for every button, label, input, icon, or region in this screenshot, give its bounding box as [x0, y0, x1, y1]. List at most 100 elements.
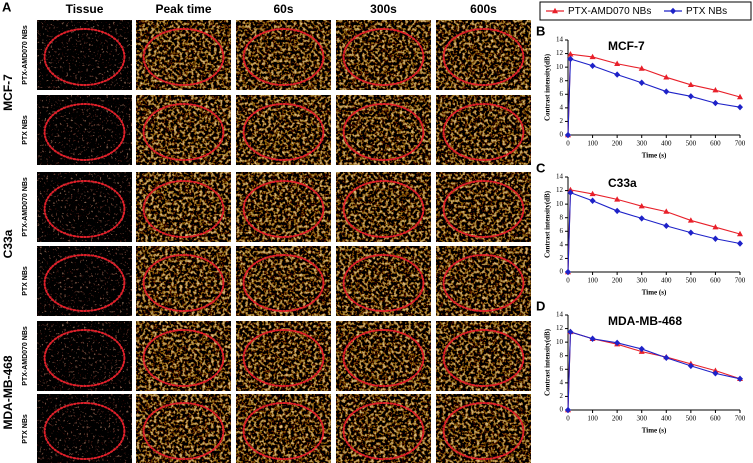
ultrasound-texture	[236, 20, 331, 90]
marker	[638, 79, 645, 86]
roi-outline	[142, 329, 225, 387]
roi-outline	[142, 254, 225, 312]
roi-outline	[242, 180, 325, 238]
roi-outline	[342, 402, 425, 460]
roi-outline	[442, 402, 525, 460]
roi-outline	[242, 329, 325, 387]
x-tick-label: 700	[735, 277, 746, 285]
marker	[663, 74, 670, 80]
y-tick-label: 0	[560, 131, 564, 139]
y-tick-label: 6	[560, 365, 564, 373]
marker	[712, 235, 719, 242]
marker	[589, 62, 596, 69]
ultrasound-texture	[136, 321, 231, 391]
y-tick-label: 10	[556, 63, 564, 71]
row-label: PTX-AMD070 NBs	[22, 25, 29, 85]
x-tick-label: 200	[612, 277, 623, 285]
series-line	[567, 58, 741, 136]
ultrasound-texture	[37, 246, 132, 316]
y-tick-label: 10	[556, 338, 564, 346]
roi-outline	[43, 254, 126, 312]
marker	[687, 362, 694, 370]
ultrasound-texture	[136, 246, 231, 316]
ultrasound-texture	[236, 246, 331, 316]
marker	[737, 375, 743, 382]
x-tick-label: 500	[686, 415, 697, 423]
x-tick-label: 600	[710, 277, 721, 285]
marker	[614, 207, 621, 215]
x-tick-label: 500	[686, 277, 697, 285]
y-tick-label: 2	[560, 392, 564, 400]
legend-box	[539, 1, 752, 21]
marker	[589, 190, 596, 197]
y-tick-label: 4	[560, 378, 564, 386]
ultrasound-texture	[236, 394, 331, 463]
ultrasound-texture	[37, 172, 132, 242]
x-tick-label: 400	[661, 140, 672, 148]
y-axis-label: Contrast intensity(dB)	[544, 328, 552, 396]
marker	[663, 354, 670, 361]
x-tick-label: 0	[566, 140, 570, 148]
ultrasound-texture	[136, 20, 231, 90]
y-tick-label: 8	[560, 213, 564, 221]
y-tick-label: 14	[556, 36, 564, 44]
y-axis-label: Contrast intensity(dB)	[544, 190, 552, 258]
row-label: PTX NBs	[22, 414, 29, 444]
ultrasound-texture	[336, 95, 431, 165]
marker	[638, 345, 645, 353]
x-tick-label: 100	[587, 415, 598, 423]
ultrasound-texture	[436, 20, 531, 90]
ultrasound-texture	[236, 95, 331, 165]
x-tick-label: 100	[587, 277, 598, 285]
roi-outline	[242, 103, 325, 161]
roi-outline	[142, 402, 225, 460]
marker	[687, 217, 694, 223]
roi-outline	[142, 103, 225, 161]
marker	[712, 99, 719, 107]
ultrasound-texture	[336, 394, 431, 463]
roi-outline	[242, 28, 325, 86]
ultrasound-texture	[336, 172, 431, 242]
roi-outline	[242, 254, 325, 312]
column-header: Peak time	[155, 2, 211, 16]
ultrasound-texture	[436, 321, 531, 391]
column-header: 60s	[273, 2, 293, 16]
legend-marker	[552, 7, 558, 14]
ultrasound-texture	[37, 95, 132, 165]
x-axis-label: Time (s)	[642, 427, 667, 435]
row-group: MDA-MB-468	[1, 355, 15, 429]
y-tick-label: 12	[556, 186, 564, 194]
ultrasound-texture	[136, 172, 231, 242]
chart-title: MDA-MB-468	[608, 314, 682, 328]
marker	[712, 367, 719, 373]
panel-label: B	[536, 23, 545, 38]
roi-outline	[142, 180, 225, 238]
roi-outline	[342, 180, 425, 238]
y-tick-label: 6	[560, 90, 564, 98]
roi-outline	[43, 402, 126, 460]
marker	[737, 93, 743, 100]
roi-outline	[342, 103, 425, 161]
roi-outline	[442, 28, 525, 86]
y-tick-label: 8	[560, 76, 564, 84]
ultrasound-texture	[436, 172, 531, 242]
x-tick-label: 300	[636, 415, 647, 423]
legend-label: PTX-AMD070 NBs	[568, 6, 651, 17]
y-tick-label: 12	[556, 324, 564, 332]
x-tick-label: 200	[612, 140, 623, 148]
legend-label: PTX NBs	[686, 6, 727, 17]
marker	[565, 268, 571, 276]
marker	[567, 186, 574, 193]
column-header: 300s	[370, 2, 397, 16]
ultrasound-texture	[37, 20, 132, 90]
y-tick-label: 2	[560, 254, 564, 262]
chart-title: C33a	[608, 176, 637, 190]
marker	[565, 406, 571, 414]
roi-outline	[442, 254, 525, 312]
x-tick-label: 700	[735, 140, 746, 148]
row-label: PTX-AMD070 NBs	[22, 326, 29, 386]
column-header: Tissue	[66, 2, 104, 16]
marker	[589, 197, 596, 204]
y-tick-label: 14	[556, 311, 564, 319]
marker	[638, 215, 645, 222]
